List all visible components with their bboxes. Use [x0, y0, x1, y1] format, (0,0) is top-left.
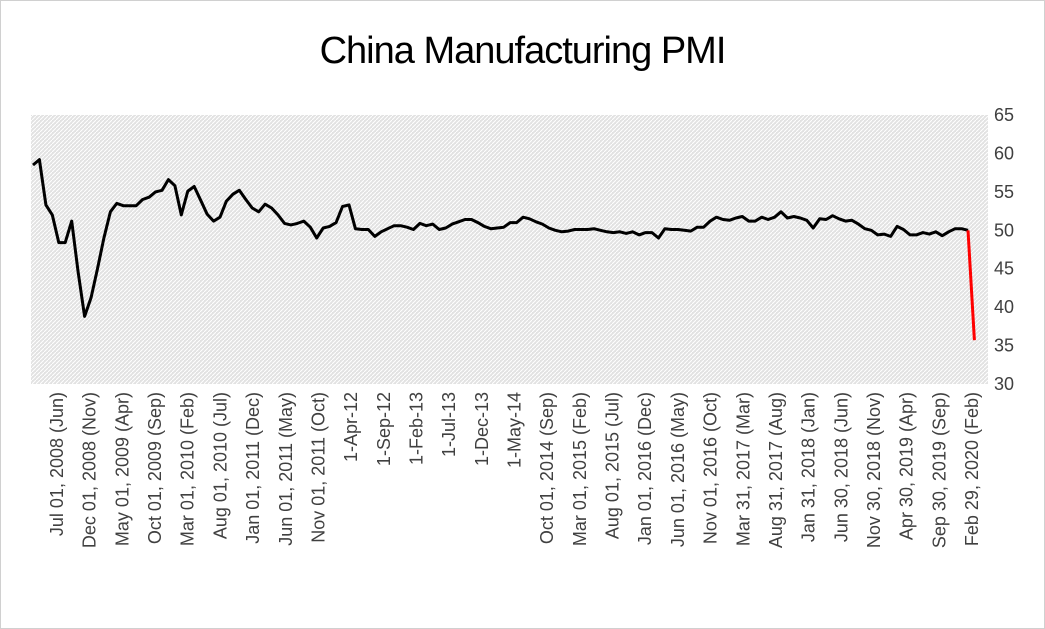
x-tick-label: Apr 30, 2019 (Apr) — [897, 392, 917, 540]
x-tick-label: Dec 01, 2008 (Nov) — [80, 392, 100, 548]
x-tick-label: May 01, 2009 (Apr) — [112, 392, 132, 546]
x-tick-label: Jan 01, 2016 (Dec) — [635, 392, 655, 545]
x-tick-label: Mar 01, 2015 (Feb) — [570, 392, 590, 546]
y-axis: 65 60 55 50 45 40 35 30 — [994, 105, 1014, 394]
x-tick-label: 1-May-14 — [505, 392, 525, 468]
x-axis: Jul 01, 2008 (Jun) Dec 01, 2008 (Nov) May … — [47, 392, 982, 548]
y-tick-label: 50 — [994, 220, 1014, 240]
x-tick-label: Oct 01, 2009 (Sep) — [145, 392, 165, 544]
y-tick-label: 60 — [994, 143, 1014, 163]
y-tick-label: 35 — [994, 336, 1014, 356]
y-tick-label: 55 — [994, 182, 1014, 202]
x-tick-label: Sep 30, 2019 (Sep) — [929, 392, 949, 548]
x-tick-label: Jan 31, 2018 (Jan) — [799, 392, 819, 542]
y-tick-label: 40 — [994, 297, 1014, 317]
x-tick-label: Jul 01, 2008 (Jun) — [47, 392, 67, 536]
plot-area — [31, 115, 988, 384]
x-tick-label: Feb 29, 2020 (Feb) — [962, 392, 982, 546]
x-tick-label: Nov 01, 2011 (Oct) — [308, 392, 328, 543]
x-tick-label: Nov 01, 2016 (Oct) — [701, 392, 721, 544]
x-tick-label: 1-Dec-13 — [472, 392, 492, 466]
x-tick-label: Aug 31, 2017 (Aug) — [766, 392, 786, 548]
x-tick-label: Mar 31, 2017 (Mar) — [733, 392, 753, 546]
chart-title: China Manufacturing PMI — [319, 30, 727, 72]
x-tick-label: Mar 01, 2010 (Feb) — [178, 392, 198, 546]
x-tick-label: Jun 01, 2016 (May) — [668, 392, 688, 547]
series-line-pmi — [32, 158, 969, 318]
x-tick-label: Oct 01, 2014 (Sep) — [537, 392, 557, 544]
y-tick-label: 45 — [994, 259, 1014, 279]
x-tick-label: 1-Sep-12 — [374, 392, 394, 466]
series-line-latest-drop — [966, 230, 976, 341]
y-tick-label: 65 — [994, 105, 1014, 125]
series-layer — [32, 158, 976, 341]
x-tick-label: Aug 01, 2015 (Jul) — [603, 392, 623, 539]
x-tick-label: Jun 01, 2011 (May) — [276, 392, 296, 546]
y-tick-label: 30 — [994, 374, 1014, 394]
x-tick-label: 1-Feb-13 — [407, 392, 427, 465]
x-tick-label: 1-Jul-13 — [439, 392, 459, 457]
x-tick-label: Nov 30, 2018 (Nov) — [864, 392, 884, 548]
x-tick-label: Jan 01, 2011 (Dec) — [243, 392, 263, 544]
x-tick-label: Jun 30, 2018 (Jun) — [831, 392, 851, 542]
x-tick-label: Aug 01, 2010 (Jul) — [210, 392, 230, 539]
x-tick-label: 1-Apr-12 — [341, 392, 361, 462]
